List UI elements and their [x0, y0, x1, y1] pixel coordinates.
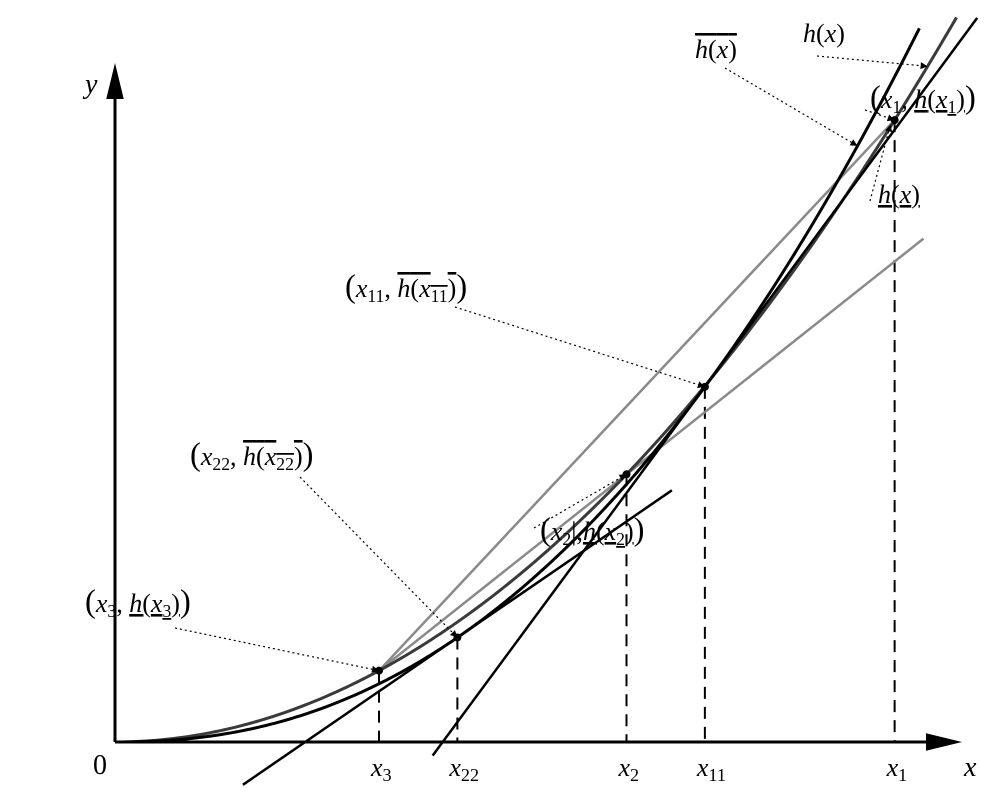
svg-text:(x11, h(x11)): (x11, h(x11)) — [345, 269, 467, 306]
svg-text:h(x): h(x) — [878, 180, 920, 209]
svg-text:x2: x2 — [618, 753, 640, 785]
svg-text:h(x): h(x) — [803, 19, 845, 48]
svg-text:y: y — [82, 69, 98, 100]
svg-text:(x1, h(x1)): (x1, h(x1)) — [870, 80, 976, 117]
svg-text:(x2|,h(x2)): (x2|,h(x2)) — [540, 512, 645, 549]
svg-text:x1: x1 — [886, 753, 908, 785]
svg-text:x22: x22 — [448, 753, 479, 785]
svg-text:0: 0 — [93, 750, 107, 781]
svg-text:h(x): h(x) — [695, 35, 737, 64]
svg-text:x11: x11 — [696, 753, 726, 785]
svg-text:(x3, h(x3)): (x3, h(x3)) — [85, 584, 191, 621]
svg-text:(x22, h(x22)): (x22, h(x22)) — [190, 437, 313, 474]
plot: 0 y x x1 x11 x2 x22 x3 h(x) h(x) (x1, h(x1)) h(x) (x… — [0, 0, 1000, 804]
svg-text:x3: x3 — [370, 753, 392, 785]
svg-text:x: x — [963, 752, 977, 783]
